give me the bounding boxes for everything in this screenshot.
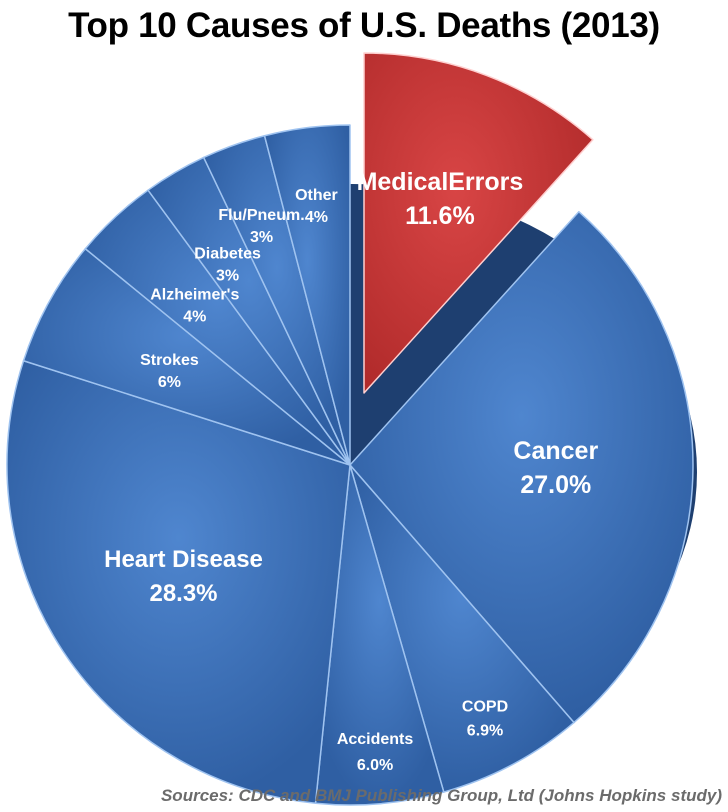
pie-slice-cancer [349, 210, 694, 724]
slice-label-medicalerrors: MedicalErrors [357, 168, 524, 196]
pie-slice-medicalerrors [363, 52, 594, 394]
slice-label-cancer: Cancer [513, 437, 598, 465]
slice-label-accidents: Accidents [337, 731, 414, 748]
pie-slice-copd [349, 464, 575, 793]
slice-label-diabetes: Diabetes [194, 245, 261, 262]
pie-slice-strokes [22, 247, 351, 466]
slice-value-heart-disease: 28.3% [149, 580, 217, 607]
source-note: Sources: CDC and BMJ Publishing Group, L… [160, 786, 722, 805]
pie-slice-heart-disease [6, 359, 351, 805]
slice-label-copd: COPD [462, 698, 508, 715]
slice-value-accidents: 6.0% [357, 757, 393, 774]
slice-label-other: Other [295, 187, 338, 204]
slice-value-other: 4% [305, 209, 328, 226]
slice-value-diabetes: 3% [216, 267, 239, 284]
slice-value-cancer: 27.0% [520, 471, 591, 499]
slice-label-strokes: Strokes [140, 352, 199, 369]
slice-label-flu-pneum-: Flu/Pneum. [218, 207, 304, 224]
slice-value-strokes: 6% [158, 374, 181, 391]
pie-slice-accidents [314, 464, 445, 806]
slice-value-alzheimer-s: 4% [183, 309, 206, 326]
slice-value-flu-pneum-: 3% [250, 229, 273, 246]
slice-value-copd: 6.9% [467, 722, 503, 739]
pie-slice-other [263, 124, 351, 466]
slice-label-heart-disease: Heart Disease [104, 546, 263, 573]
chart-title: Top 10 Causes of U.S. Deaths (2013) [68, 6, 660, 45]
slice-value-medicalerrors: 11.6% [405, 202, 475, 230]
slice-label-alzheimer-s: Alzheimer's [150, 287, 239, 304]
